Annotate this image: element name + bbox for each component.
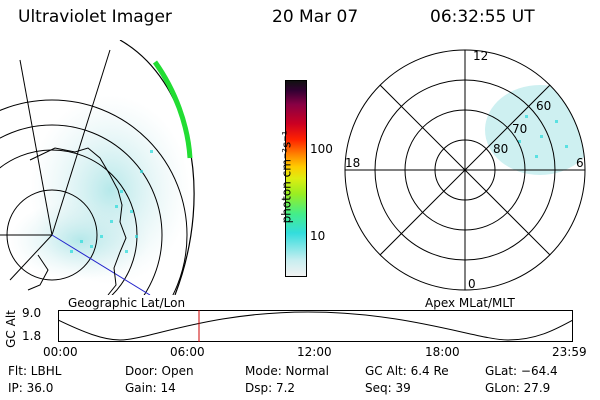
colorbar-tick-10: 10: [310, 229, 326, 243]
alt-xtick-4: 23:59: [552, 345, 587, 359]
alt-xtick-3: 18:00: [425, 345, 460, 359]
glat-status: GLat: −64.4: [485, 364, 558, 378]
mlat-label-70: 70: [512, 122, 527, 136]
right-caption: Apex MLat/MLT: [425, 296, 515, 310]
altitude-plot: [58, 310, 573, 342]
alt-ytick-1: 1.8: [22, 329, 42, 343]
dsp-status: Dsp: 7.2: [245, 381, 296, 395]
time-label: 06:32:55 UT: [430, 7, 535, 27]
app-title: Ultraviolet Imager: [18, 7, 172, 27]
gc-alt-status: GC Alt: 6.4 Re: [365, 364, 449, 378]
color-scale-bar: [285, 80, 307, 277]
alt-xtick-1: 06:00: [170, 345, 205, 359]
glon-status: GLon: 27.9: [485, 381, 551, 395]
alt-plot-frame: [58, 310, 573, 342]
mlat-label-80: 80: [493, 142, 508, 156]
mlt-line: [379, 84, 551, 256]
date-label: 20 Mar 07: [272, 7, 359, 27]
gain-status: Gain: 14: [125, 381, 176, 395]
polar-aurora-speckles: [518, 115, 568, 158]
colorbar-tick-100: 100: [310, 142, 333, 156]
lon-line: [9, 234, 53, 281]
coastline-south-america: [27, 254, 49, 291]
filter-status: Flt: LBHL: [8, 364, 62, 378]
door-status: Door: Open: [125, 364, 194, 378]
left-caption: Geographic Lat/Lon: [68, 296, 186, 310]
mlt-label-0: 0: [468, 277, 476, 291]
apex-polar-plot: 12 18 6 0 60 70 80: [344, 49, 586, 291]
lat-circle: [0, 124, 163, 295]
alt-xtick-2: 12:00: [297, 345, 332, 359]
lon-line: [19, 59, 53, 236]
mode-status: Mode: Normal: [245, 364, 329, 378]
coastline: [29, 147, 127, 295]
meridian-highlight: [51, 234, 151, 295]
alt-ytick-9: 9.0: [22, 306, 42, 320]
alt-xtick-0: 00:00: [43, 345, 78, 359]
lat-circle: [0, 99, 188, 295]
lon-line: [51, 49, 111, 236]
colorbar-unit-label: photon cm⁻²s⁻¹: [279, 130, 294, 224]
mlt-label-12: 12: [473, 49, 488, 63]
geographic-image: [0, 40, 195, 295]
alt-ylabel: GC Alt: [3, 310, 18, 348]
mlt-label-18: 18: [345, 156, 360, 170]
ip-status: IP: 36.0: [8, 381, 54, 395]
seq-status: Seq: 39: [365, 381, 411, 395]
dayglow-band: [152, 60, 193, 159]
aurora-speckles: [70, 150, 153, 253]
mlt-label-6: 6: [576, 156, 584, 170]
mlat-label-60: 60: [536, 99, 551, 113]
altitude-curve: [58, 311, 573, 341]
